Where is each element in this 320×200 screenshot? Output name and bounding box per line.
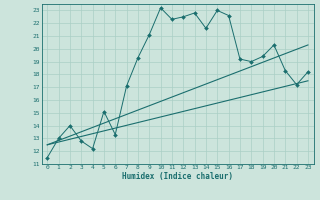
X-axis label: Humidex (Indice chaleur): Humidex (Indice chaleur)	[122, 172, 233, 181]
